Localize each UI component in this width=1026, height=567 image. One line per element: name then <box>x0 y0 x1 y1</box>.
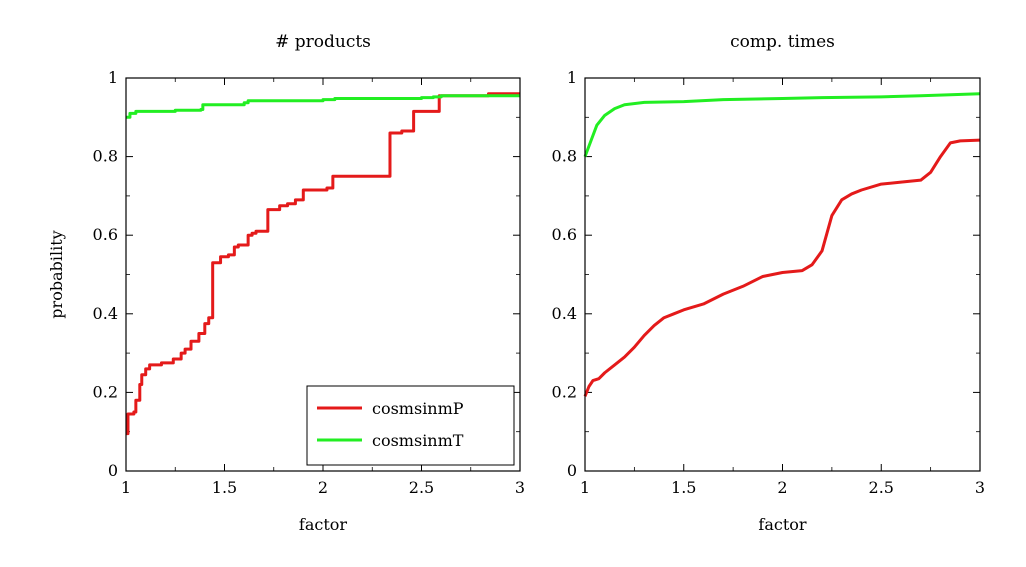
legend-label: cosmsinmP <box>372 399 464 418</box>
panel-comp-times: comp. times 0 0.2 0.4 0.6 0.8 1 1 1.5 2 2.5 3 factor <box>552 32 986 534</box>
y-tick-label: 0.8 <box>552 147 577 166</box>
x-tick-label: 1 <box>121 478 131 497</box>
axes-frame <box>125 77 521 472</box>
y-tick-label: 1 <box>108 68 118 87</box>
y-tick-label: 0.8 <box>93 147 118 166</box>
y-tick-label: 0.2 <box>93 382 118 401</box>
y-tick-label: 0.4 <box>93 304 118 323</box>
x-tick-label: 1.5 <box>212 478 237 497</box>
y-tick-label: 0.6 <box>552 225 577 244</box>
y-tick-label: 0 <box>567 461 577 480</box>
legend-label: cosmsinmT <box>372 431 464 450</box>
x-tick-label: 2.5 <box>409 478 434 497</box>
axes-frame <box>584 77 981 472</box>
x-tick-label: 2 <box>318 478 328 497</box>
y-axis-label: probability <box>47 230 66 318</box>
x-tick-label: 1 <box>580 478 590 497</box>
x-axis-label: factor <box>299 515 347 534</box>
minor-ticks <box>585 78 980 471</box>
series-line-cosmsinmP <box>583 138 981 397</box>
y-tick-label: 0 <box>108 461 118 480</box>
x-tick-label: 2 <box>777 478 787 497</box>
chart-title: comp. times <box>730 32 835 52</box>
minor-ticks <box>126 78 520 471</box>
x-tick-label: 3 <box>975 478 985 497</box>
x-tick-label: 1.5 <box>671 478 696 497</box>
chart-title: # products <box>275 32 371 52</box>
y-tick-label: 0.4 <box>552 304 577 323</box>
x-tick-label: 2.5 <box>869 478 894 497</box>
y-tick-label: 0.2 <box>552 382 577 401</box>
series-line-cosmsinmT <box>126 94 520 119</box>
y-tick-label: 1 <box>567 68 577 87</box>
x-axis-label: factor <box>758 515 806 534</box>
legend: cosmsinmP cosmsinmT <box>306 385 515 466</box>
panel-products: # products 0 0.2 0.4 0.6 0.8 1 1 1.5 2 2.5 3 factor p… <box>47 32 525 534</box>
series-line-cosmsinmT <box>583 92 981 158</box>
x-tick-label: 3 <box>515 478 525 497</box>
y-tick-label: 0.6 <box>93 225 118 244</box>
series-line-cosmsinmP <box>126 92 520 436</box>
